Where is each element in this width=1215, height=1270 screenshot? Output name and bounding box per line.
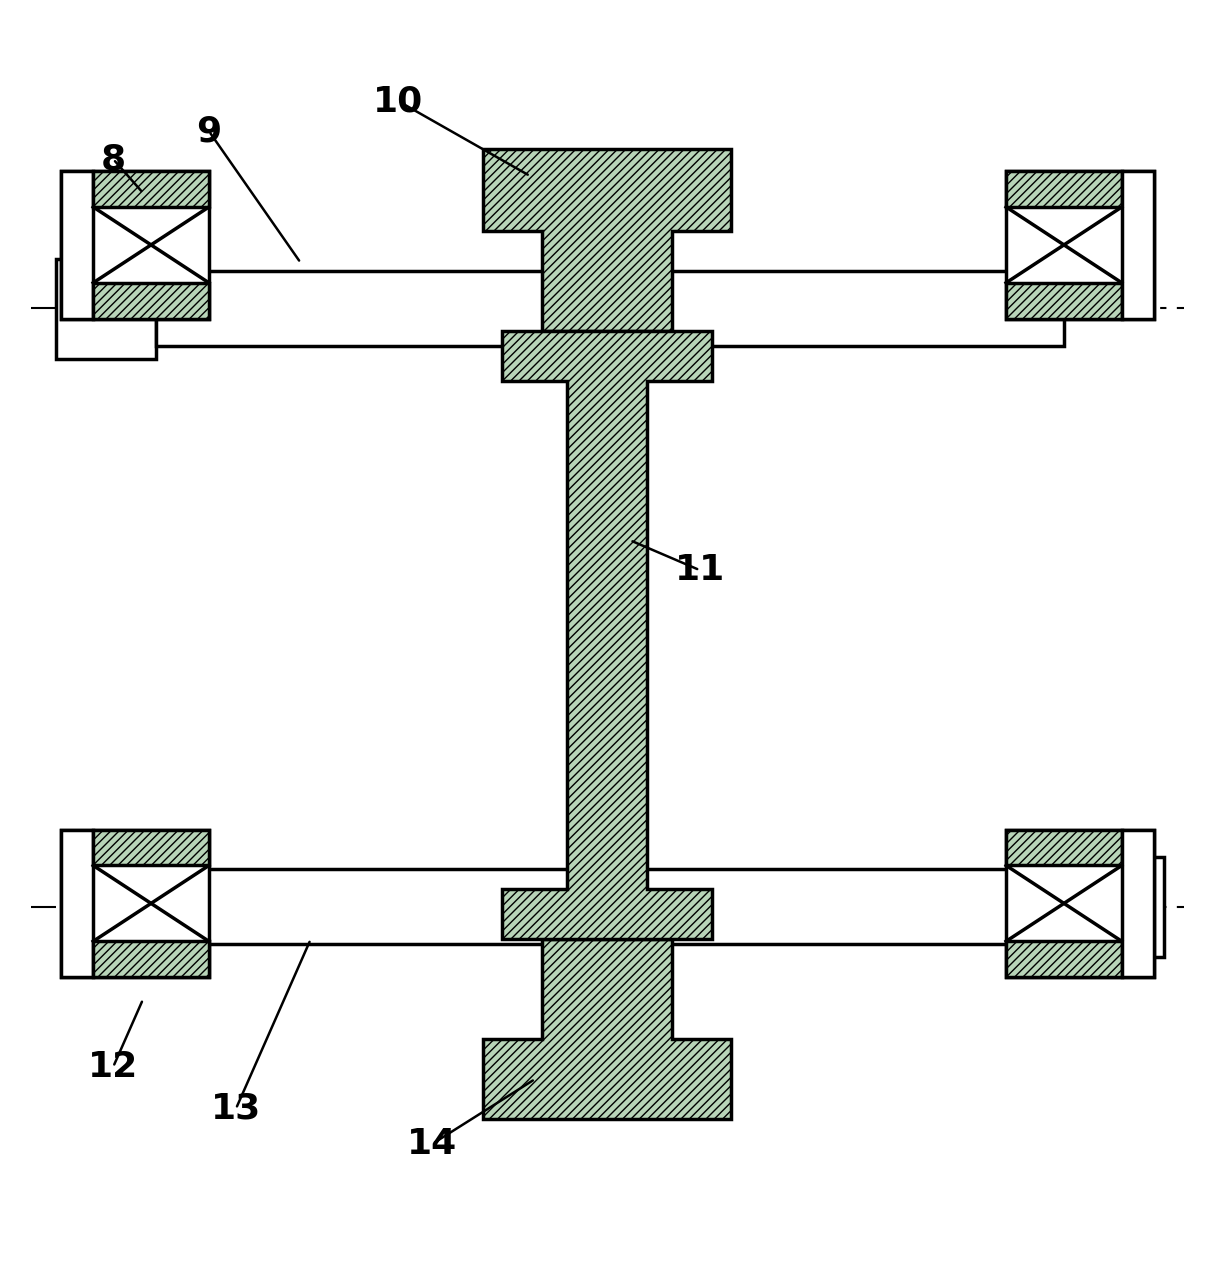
Bar — [1121, 829, 1154, 977]
Text: 11: 11 — [674, 554, 725, 587]
Text: 10: 10 — [373, 84, 424, 118]
Bar — [1121, 171, 1154, 319]
Bar — [156, 870, 1064, 945]
Polygon shape — [484, 149, 730, 330]
Bar — [1006, 171, 1121, 207]
Bar — [1064, 857, 1164, 958]
Text: 8: 8 — [101, 142, 125, 177]
Bar — [1006, 941, 1121, 977]
Bar — [61, 829, 209, 977]
Bar — [94, 171, 209, 207]
Bar — [1006, 829, 1154, 977]
Bar — [1006, 171, 1154, 319]
Bar — [94, 941, 209, 977]
Bar — [94, 829, 209, 865]
Bar — [56, 259, 156, 358]
Bar — [156, 271, 1064, 345]
Text: 13: 13 — [210, 1092, 261, 1126]
Bar — [1006, 283, 1121, 319]
Text: 9: 9 — [197, 114, 221, 149]
Bar — [94, 283, 209, 319]
Bar — [61, 171, 94, 319]
Bar — [61, 171, 209, 319]
Bar — [61, 829, 94, 977]
Polygon shape — [502, 330, 712, 940]
Text: 12: 12 — [87, 1050, 139, 1085]
Bar — [1006, 829, 1121, 865]
Polygon shape — [484, 940, 730, 1119]
Text: 14: 14 — [407, 1126, 458, 1161]
